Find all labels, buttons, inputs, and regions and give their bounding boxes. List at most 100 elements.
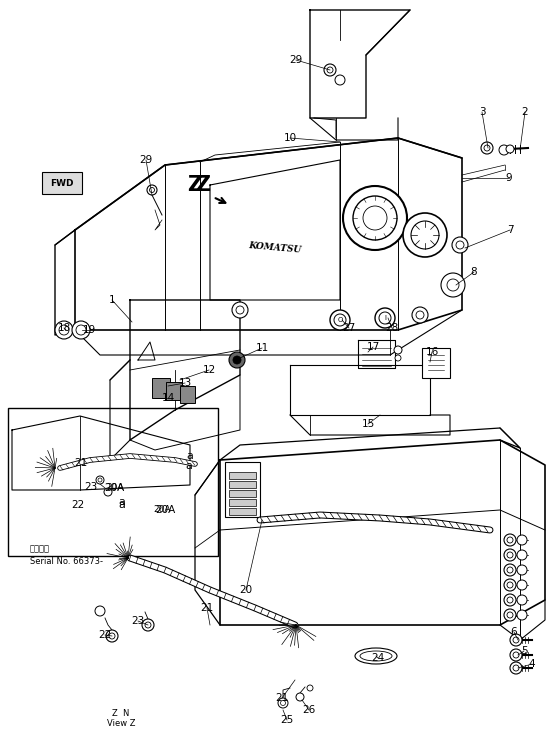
Circle shape — [517, 610, 527, 620]
Circle shape — [229, 352, 245, 368]
Text: Z: Z — [195, 175, 211, 195]
Text: 6: 6 — [511, 627, 517, 637]
Ellipse shape — [355, 648, 397, 664]
Circle shape — [517, 550, 527, 560]
Text: 15: 15 — [361, 419, 374, 429]
Bar — [8, 408, 218, 556]
Text: 12: 12 — [203, 365, 216, 375]
Circle shape — [149, 188, 154, 192]
Bar — [229, 499, 256, 506]
Circle shape — [504, 549, 516, 561]
Text: 21: 21 — [74, 458, 88, 468]
Circle shape — [504, 534, 516, 546]
Bar — [229, 481, 256, 488]
Text: 29: 29 — [289, 55, 302, 65]
Text: 29: 29 — [139, 155, 153, 165]
Text: Serial No. 66373-: Serial No. 66373- — [30, 557, 103, 566]
Text: 19: 19 — [82, 325, 96, 335]
Bar — [225, 462, 260, 517]
Text: 2: 2 — [522, 107, 528, 117]
Circle shape — [375, 308, 395, 328]
Text: 9: 9 — [506, 173, 512, 183]
Text: 21: 21 — [276, 693, 289, 703]
Bar — [152, 378, 170, 398]
Circle shape — [447, 279, 459, 291]
Circle shape — [98, 478, 102, 482]
Circle shape — [343, 186, 407, 250]
Circle shape — [59, 325, 69, 335]
Circle shape — [513, 665, 519, 671]
Text: 20A: 20A — [107, 483, 124, 492]
Text: FWD: FWD — [51, 179, 74, 188]
Circle shape — [507, 537, 513, 543]
Circle shape — [499, 145, 509, 155]
Text: 28: 28 — [385, 323, 399, 333]
Circle shape — [76, 325, 86, 335]
Circle shape — [394, 346, 402, 354]
Circle shape — [416, 311, 424, 319]
Circle shape — [510, 662, 522, 674]
Bar — [166, 382, 182, 400]
Text: a: a — [186, 461, 193, 471]
Text: 10: 10 — [283, 133, 296, 143]
Circle shape — [504, 579, 516, 591]
Text: 25: 25 — [281, 715, 294, 725]
Circle shape — [456, 241, 464, 249]
Circle shape — [507, 582, 513, 588]
Text: a: a — [119, 497, 125, 507]
Circle shape — [106, 630, 118, 642]
Circle shape — [517, 535, 527, 545]
Text: 20A: 20A — [155, 505, 175, 515]
Text: View Z: View Z — [107, 720, 135, 729]
Text: 18: 18 — [58, 323, 71, 333]
Text: 5: 5 — [520, 646, 527, 656]
Text: a: a — [119, 500, 125, 510]
Circle shape — [481, 142, 493, 154]
Circle shape — [232, 302, 248, 318]
Circle shape — [236, 306, 244, 314]
Text: 11: 11 — [255, 343, 268, 353]
Circle shape — [507, 552, 513, 558]
Text: 22: 22 — [98, 630, 111, 640]
Text: 22: 22 — [71, 500, 85, 510]
Circle shape — [95, 606, 105, 616]
Bar — [180, 386, 195, 403]
Text: 7: 7 — [507, 225, 513, 235]
Circle shape — [327, 67, 333, 73]
Text: 16: 16 — [425, 347, 439, 357]
Bar — [422, 348, 450, 378]
Circle shape — [104, 488, 112, 496]
Circle shape — [334, 314, 346, 326]
Text: KOMATSU: KOMATSU — [248, 241, 302, 255]
Text: 1: 1 — [109, 295, 115, 305]
Circle shape — [517, 595, 527, 605]
Circle shape — [395, 355, 401, 361]
Circle shape — [109, 633, 115, 639]
Circle shape — [55, 321, 73, 339]
Circle shape — [142, 619, 154, 631]
Text: 14: 14 — [161, 393, 175, 403]
Text: 26: 26 — [302, 705, 316, 715]
Circle shape — [452, 237, 468, 253]
Text: 21: 21 — [200, 603, 214, 613]
Circle shape — [335, 75, 345, 85]
Text: 3: 3 — [479, 107, 485, 117]
Text: 4: 4 — [529, 659, 535, 669]
Circle shape — [510, 649, 522, 661]
Circle shape — [379, 312, 391, 324]
Circle shape — [510, 634, 522, 646]
Text: Z  N: Z N — [113, 709, 130, 718]
Circle shape — [96, 476, 104, 484]
Circle shape — [353, 196, 397, 240]
Text: a: a — [187, 451, 193, 461]
Ellipse shape — [360, 651, 392, 661]
Circle shape — [147, 185, 157, 195]
Circle shape — [517, 580, 527, 590]
Circle shape — [504, 564, 516, 576]
Bar — [229, 472, 256, 479]
Circle shape — [504, 594, 516, 606]
Text: 13: 13 — [178, 378, 192, 388]
Circle shape — [278, 698, 288, 708]
Text: I: I — [384, 315, 386, 321]
Circle shape — [363, 206, 387, 230]
